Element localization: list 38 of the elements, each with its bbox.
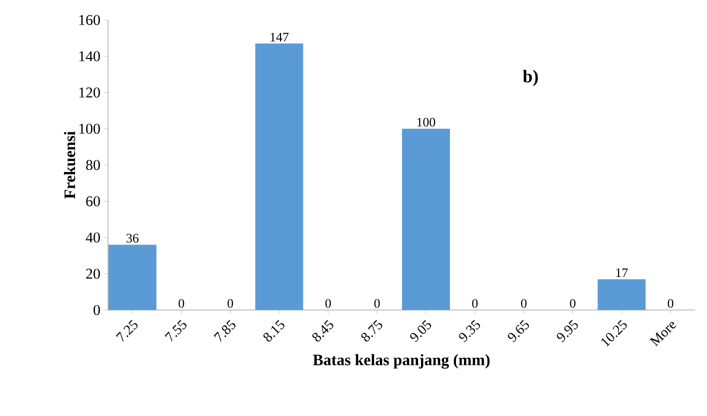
y-tick-label: 0 [94,304,100,316]
x-tick-label: 8.75 [361,320,382,342]
x-tick-label: 9.65 [508,320,529,342]
y-tick-label: 20 [86,268,100,279]
bar [598,279,646,310]
y-tick-label: 60 [86,196,100,206]
data-label: 0 [228,299,234,308]
bar [255,44,304,310]
data-label: 0 [668,299,674,308]
data-label: 0 [472,299,478,308]
bar [402,128,450,310]
x-tick-label: 9.05 [410,320,432,342]
y-tick-label: 120 [79,87,100,98]
bar [108,244,156,310]
y-tick-label: 100 [79,124,100,134]
x-tick-label: 7.55 [164,320,186,342]
data-label: 0 [374,299,380,308]
x-axis-title: Batas kelas panjang (mm) [312,354,490,369]
data-label: 147 [270,32,289,42]
y-axis-title: Frekuensi [64,131,76,199]
y-tick-label: 80 [86,160,100,170]
y-tick-label: 160 [79,14,100,26]
y-tick-label: 40 [86,232,100,243]
x-tick-label: 9.95 [556,320,578,342]
x-tick-label: 8.15 [263,320,284,342]
data-label: 0 [570,299,576,308]
x-tick-label: 8.45 [312,320,334,342]
data-label: 0 [521,299,527,308]
y-tick-label: 140 [79,51,100,62]
annotation: b) [522,70,538,86]
data-label: 100 [417,118,436,127]
data-label: 17 [616,268,628,277]
x-tick-label: 7.85 [214,320,236,342]
data-label: 36 [126,234,139,243]
x-tick-label: 9.35 [459,320,480,342]
data-label: 0 [325,299,331,308]
x-tick-label: 7.25 [116,320,138,342]
data-label: 0 [178,299,184,308]
